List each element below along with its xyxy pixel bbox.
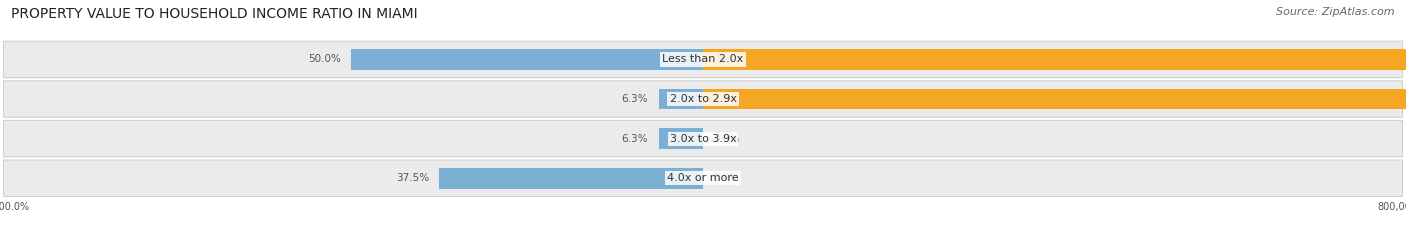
Text: Less than 2.0x: Less than 2.0x	[662, 55, 744, 64]
Text: 6.3%: 6.3%	[621, 134, 648, 144]
Bar	[658, 89, 703, 109]
Text: 4.0x or more: 4.0x or more	[668, 173, 738, 183]
FancyBboxPatch shape	[3, 120, 1403, 157]
Bar	[352, 49, 703, 70]
Bar	[703, 49, 1406, 70]
FancyBboxPatch shape	[3, 160, 1403, 196]
Text: 3.0x to 3.9x: 3.0x to 3.9x	[669, 134, 737, 144]
Bar	[703, 89, 1406, 109]
Text: 0.0%: 0.0%	[713, 173, 740, 183]
Text: 6.3%: 6.3%	[621, 94, 648, 104]
Text: Source: ZipAtlas.com: Source: ZipAtlas.com	[1277, 7, 1395, 17]
Text: 0.0%: 0.0%	[713, 134, 740, 144]
Bar	[658, 128, 703, 149]
Text: 37.5%: 37.5%	[395, 173, 429, 183]
Text: 2.0x to 2.9x: 2.0x to 2.9x	[669, 94, 737, 104]
FancyBboxPatch shape	[3, 81, 1403, 117]
Text: PROPERTY VALUE TO HOUSEHOLD INCOME RATIO IN MIAMI: PROPERTY VALUE TO HOUSEHOLD INCOME RATIO…	[11, 7, 418, 21]
FancyBboxPatch shape	[3, 41, 1403, 78]
Bar	[439, 168, 703, 188]
Text: 50.0%: 50.0%	[308, 55, 340, 64]
